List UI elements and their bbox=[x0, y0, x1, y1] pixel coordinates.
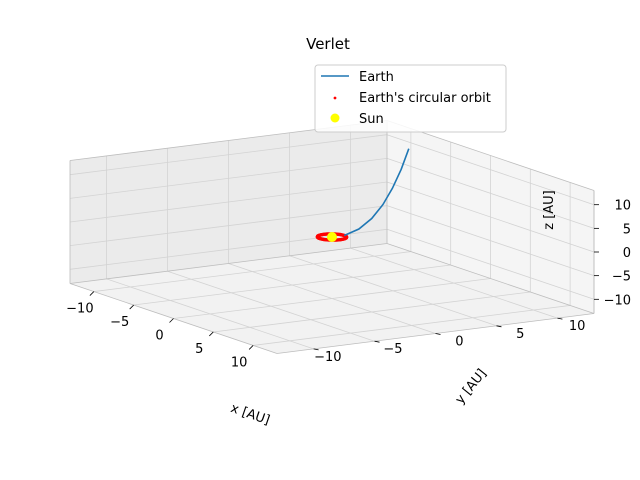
y-tick-label: −10 bbox=[314, 350, 341, 365]
z-tick-label: 0 bbox=[623, 246, 631, 261]
grid-line bbox=[386, 134, 595, 206]
y-tick bbox=[557, 317, 563, 320]
x-tick bbox=[169, 318, 174, 323]
grid-line bbox=[69, 181, 388, 223]
axes-ticks: −10 −10 −10 −5 −5 −5 0 0 0 5 5 5 10 10 10 bbox=[66, 199, 631, 371]
grid-line bbox=[289, 255, 497, 327]
x-tick-label: 0 bbox=[155, 329, 163, 344]
legend-frame bbox=[314, 64, 507, 133]
x-axis-label: x [AU] bbox=[229, 401, 272, 428]
y-axis-label: y [AU] bbox=[453, 366, 490, 407]
z-tick-label: −10 bbox=[604, 293, 631, 308]
z-tick-label: 5 bbox=[623, 222, 631, 237]
legend: Earth Earth's circular orbit Sun bbox=[314, 64, 507, 133]
x-tick bbox=[209, 331, 214, 337]
legend-swatch-sun bbox=[330, 113, 340, 123]
x-tick bbox=[89, 291, 95, 296]
y-tick bbox=[496, 325, 502, 328]
pane-edge bbox=[69, 243, 388, 284]
chart-title: Verlet bbox=[306, 35, 350, 53]
y-tick bbox=[374, 340, 380, 343]
legend-swatch-orbit bbox=[333, 96, 337, 100]
grid-line bbox=[228, 263, 436, 334]
legend-label-orbit: Earth's circular orbit bbox=[359, 91, 491, 106]
x-tick-label: 5 bbox=[195, 342, 203, 357]
y-tick-label: 0 bbox=[455, 335, 463, 350]
legend-label-sun: Sun bbox=[359, 112, 384, 127]
y-tick-label: −5 bbox=[383, 342, 402, 357]
y-tick-label: 5 bbox=[516, 327, 524, 342]
z-tick-label: −5 bbox=[612, 270, 631, 285]
x-tick-label: −10 bbox=[66, 302, 93, 317]
pane-edge bbox=[386, 243, 595, 314]
y-tick-label: 10 bbox=[569, 319, 586, 334]
z-axis-label: z [AU] bbox=[542, 190, 557, 230]
grid-line bbox=[386, 181, 595, 253]
grid-line bbox=[69, 157, 388, 199]
grid-line bbox=[69, 134, 388, 176]
grid-line bbox=[213, 291, 531, 333]
x-tick bbox=[129, 304, 134, 310]
grid-line bbox=[253, 305, 571, 346]
y-tick bbox=[313, 348, 319, 351]
sun-point bbox=[327, 232, 337, 242]
z-tick-label: 10 bbox=[614, 199, 631, 214]
earth-trajectory-line bbox=[343, 148, 410, 237]
x-tick-label: 10 bbox=[231, 355, 248, 370]
grid-line bbox=[350, 247, 558, 319]
x-tick-label: −5 bbox=[110, 315, 129, 330]
legend-label-earth: Earth bbox=[359, 70, 394, 85]
orbit-point bbox=[337, 238, 341, 242]
grid-line bbox=[386, 157, 595, 229]
x-tick bbox=[248, 345, 254, 350]
axes-grid bbox=[69, 125, 595, 350]
y-tick bbox=[435, 333, 441, 335]
plot-marks bbox=[315, 148, 410, 242]
